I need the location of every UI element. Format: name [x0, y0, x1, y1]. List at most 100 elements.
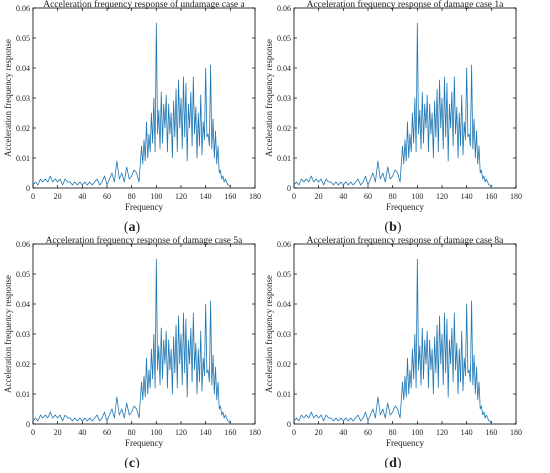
y-axis-label: Acceleration frequency response — [264, 275, 274, 393]
x-tick-label: 20 — [315, 192, 323, 201]
x-tick-label: 40 — [339, 428, 347, 437]
x-tick-label: 20 — [315, 428, 323, 437]
x-tick-label: 120 — [436, 192, 448, 201]
x-tick-label: 160 — [224, 192, 236, 201]
y-tick-label: 0.05 — [277, 34, 291, 43]
x-tick-label: 0 — [292, 192, 296, 201]
series-line — [293, 258, 492, 425]
y-tick-label: 0.04 — [16, 64, 30, 73]
x-tick-label: 40 — [78, 428, 86, 437]
x-tick-label: 60 — [103, 428, 111, 437]
y-tick-label: 0 — [26, 184, 30, 193]
x-axis-label: Frequency — [125, 438, 163, 448]
x-tick-label: 80 — [389, 428, 397, 437]
chart-title: Acceleration frequency response of damag… — [46, 235, 244, 246]
y-tick-label: 0.06 — [16, 4, 30, 13]
y-tick-label: 0 — [287, 420, 291, 429]
x-tick-label: 160 — [485, 192, 497, 201]
x-tick-label: 60 — [103, 192, 111, 201]
x-tick-label: 0 — [31, 192, 35, 201]
chart-panel-b: Acceleration frequency response of damag… — [264, 0, 522, 235]
plot-frame — [293, 243, 517, 425]
y-tick-label: 0.04 — [277, 300, 291, 309]
plot-frame — [293, 7, 517, 189]
y-tick-label: 0.01 — [277, 390, 291, 399]
panel-label-letter: b — [389, 220, 397, 235]
x-tick-label: 100 — [411, 192, 423, 201]
y-tick-label: 0.02 — [16, 124, 30, 133]
chart-panel-a: Acceleration frequency response of undam… — [3, 0, 261, 235]
y-tick-label: 0.05 — [16, 270, 30, 279]
chart-title: Acceleration frequency response of damag… — [307, 0, 505, 10]
x-tick-label: 20 — [54, 192, 62, 201]
x-tick-label: 140 — [461, 192, 473, 201]
series-line — [32, 258, 231, 425]
y-tick-label: 0 — [287, 184, 291, 193]
y-axis-label: Acceleration frequency response — [264, 39, 274, 157]
chart-title: Acceleration frequency response of damag… — [307, 235, 505, 246]
y-tick-label: 0.03 — [16, 94, 30, 103]
y-tick-label: 0.06 — [16, 240, 30, 249]
x-tick-label: 60 — [364, 428, 372, 437]
y-tick-label: 0.01 — [16, 154, 30, 163]
y-tick-label: 0.06 — [277, 4, 291, 13]
chart-title: Acceleration frequency response of undam… — [43, 0, 245, 10]
x-tick-label: 180 — [249, 192, 261, 201]
x-tick-label: 120 — [175, 192, 187, 201]
x-tick-label: 160 — [485, 428, 497, 437]
x-tick-label: 100 — [150, 428, 162, 437]
x-tick-label: 60 — [364, 192, 372, 201]
y-tick-label: 0.04 — [277, 64, 291, 73]
y-tick-label: 0.02 — [16, 360, 30, 369]
panel-label-letter: c — [129, 456, 135, 468]
x-tick-label: 180 — [249, 428, 261, 437]
x-tick-label: 140 — [200, 192, 212, 201]
x-tick-label: 120 — [436, 428, 448, 437]
y-tick-label: 0.01 — [16, 390, 30, 399]
x-tick-label: 140 — [200, 428, 212, 437]
y-tick-label: 0.06 — [277, 240, 291, 249]
y-tick-label: 0.03 — [277, 94, 291, 103]
y-tick-label: 0.02 — [277, 124, 291, 133]
x-tick-label: 0 — [292, 428, 296, 437]
y-tick-label: 0.04 — [16, 300, 30, 309]
x-tick-label: 80 — [389, 192, 397, 201]
panel-label: (d) — [384, 456, 401, 468]
x-tick-label: 80 — [128, 428, 136, 437]
series-line — [32, 22, 231, 189]
x-axis-label: Frequency — [386, 438, 424, 448]
y-tick-label: 0.05 — [277, 270, 291, 279]
x-tick-label: 140 — [461, 428, 473, 437]
x-tick-label: 80 — [128, 192, 136, 201]
panel-label: (a) — [124, 220, 141, 235]
y-axis-label: Acceleration frequency response — [3, 39, 13, 157]
y-tick-label: 0.02 — [277, 360, 291, 369]
panel-label: (c) — [124, 456, 140, 468]
x-tick-label: 100 — [411, 428, 423, 437]
plot-frame — [32, 7, 256, 189]
panel-label: (b) — [384, 220, 401, 235]
y-axis-label: Acceleration frequency response — [3, 275, 13, 393]
y-tick-label: 0.03 — [277, 330, 291, 339]
plot-frame — [32, 243, 256, 425]
y-tick-label: 0.03 — [16, 330, 30, 339]
x-tick-label: 120 — [175, 428, 187, 437]
x-tick-label: 180 — [510, 192, 522, 201]
chart-panel-d: Acceleration frequency response of damag… — [264, 235, 522, 471]
x-tick-label: 40 — [339, 192, 347, 201]
y-tick-label: 0.01 — [277, 154, 291, 163]
x-tick-label: 20 — [54, 428, 62, 437]
series-line — [293, 22, 492, 189]
x-axis-label: Frequency — [386, 202, 424, 212]
y-tick-label: 0 — [26, 420, 30, 429]
x-tick-label: 160 — [224, 428, 236, 437]
panel-label-letter: a — [129, 220, 136, 235]
x-tick-label: 180 — [510, 428, 522, 437]
x-tick-label: 100 — [150, 192, 162, 201]
x-tick-label: 0 — [31, 428, 35, 437]
chart-panel-c: Acceleration frequency response of damag… — [3, 235, 261, 471]
x-axis-label: Frequency — [125, 202, 163, 212]
y-tick-label: 0.05 — [16, 34, 30, 43]
